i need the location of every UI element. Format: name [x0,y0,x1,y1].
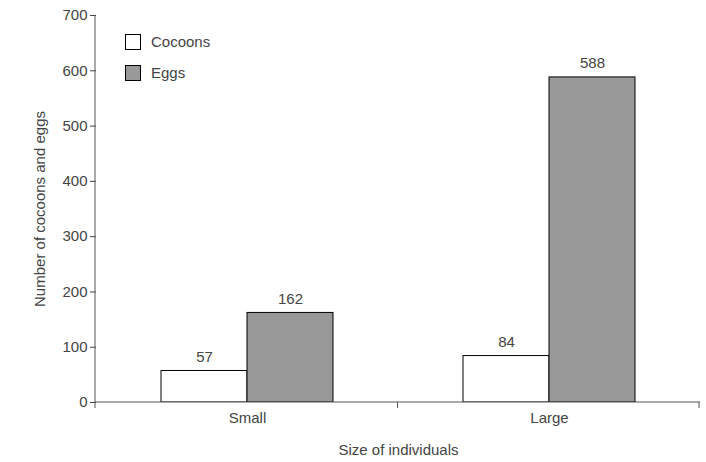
svg-text:300: 300 [62,227,87,244]
svg-text:84: 84 [498,333,515,350]
svg-text:100: 100 [62,338,87,355]
svg-text:600: 600 [62,62,87,79]
svg-text:0: 0 [79,393,87,410]
svg-text:700: 700 [62,6,87,23]
svg-text:162: 162 [278,290,303,307]
html-text:Cocoons: Cocoons [151,33,211,50]
svg-text:Number of cocoons and eggs: Number of cocoons and eggs [31,111,48,307]
svg-text:57: 57 [196,348,213,365]
html-text:Eggs: Eggs [151,64,186,81]
svg-text:500: 500 [62,117,87,134]
svg-text:588: 588 [580,54,605,71]
svg-text:Size of individuals: Size of individuals [338,441,458,458]
svg-text:Large: Large [530,409,568,426]
svg-text:Small: Small [229,409,267,426]
svg-text:400: 400 [62,172,87,189]
svg-text:200: 200 [62,283,87,300]
